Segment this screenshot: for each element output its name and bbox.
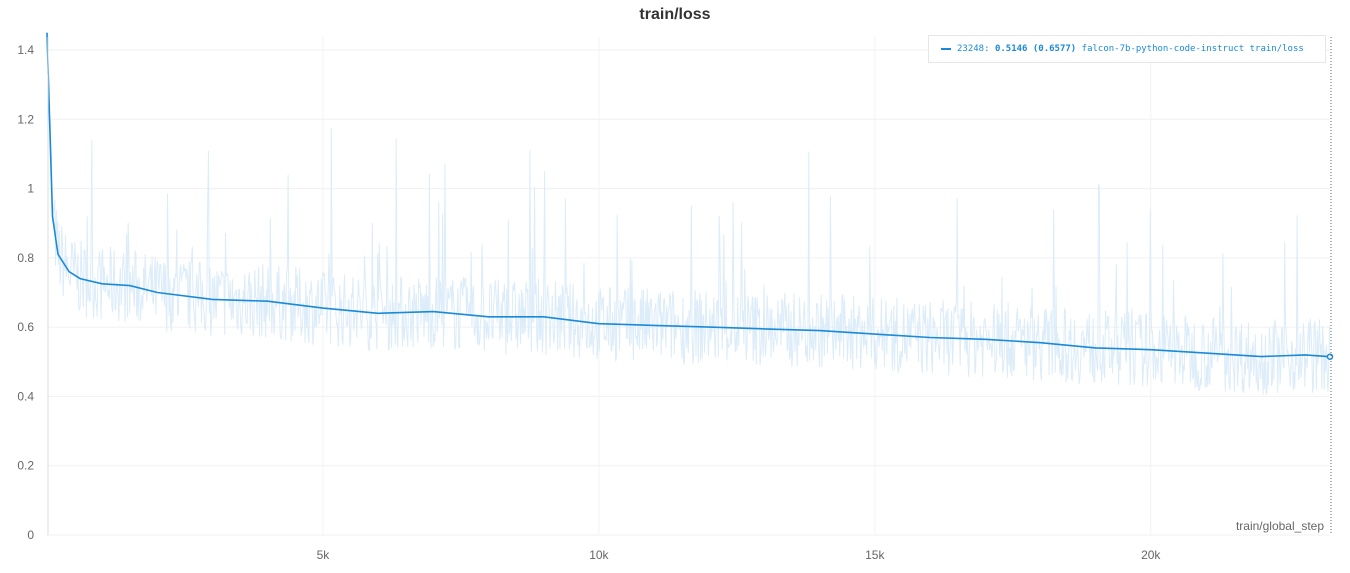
legend-label: falcon-7b-python-code-instruct train/los… xyxy=(1081,44,1304,54)
y-tick-label: 0.4 xyxy=(17,389,34,403)
legend-value: 0.5146 xyxy=(994,44,1028,54)
y-tick-label: 1.4 xyxy=(17,43,34,57)
y-tick-label: 0.8 xyxy=(17,251,34,265)
x-axis-label: train/global_step xyxy=(1236,519,1324,533)
legend-step: 23248: xyxy=(957,44,990,54)
series-swatch xyxy=(941,48,951,50)
y-tick-label: 0 xyxy=(27,528,34,542)
grid xyxy=(47,37,1330,536)
x-tick-label: 15k xyxy=(865,548,885,562)
axes: 0 0.2 0.4 0.6 0.8 1 1.2 1.4 5k 10k 15k 20k xyxy=(17,37,1332,562)
y-tick-label: 0.6 xyxy=(17,320,34,334)
y-tick-label: 0.2 xyxy=(17,459,34,473)
y-tick-label: 1.2 xyxy=(17,112,34,126)
raw-series xyxy=(46,66,1331,395)
x-tick-label: 5k xyxy=(317,548,331,562)
legend: 23248: 0.5146 (0.6577) falcon-7b-python-… xyxy=(928,35,1326,63)
hover-point xyxy=(1326,353,1334,360)
smoothed-loss-line xyxy=(46,32,1331,358)
chart-title: train/loss xyxy=(639,6,711,23)
y-tick-label: 1 xyxy=(27,182,34,196)
legend-raw-value: (0.6577) xyxy=(1032,44,1077,54)
x-tick-label: 20k xyxy=(1141,548,1161,562)
x-tick-label: 10k xyxy=(589,548,609,562)
raw-loss-line xyxy=(46,66,1331,395)
